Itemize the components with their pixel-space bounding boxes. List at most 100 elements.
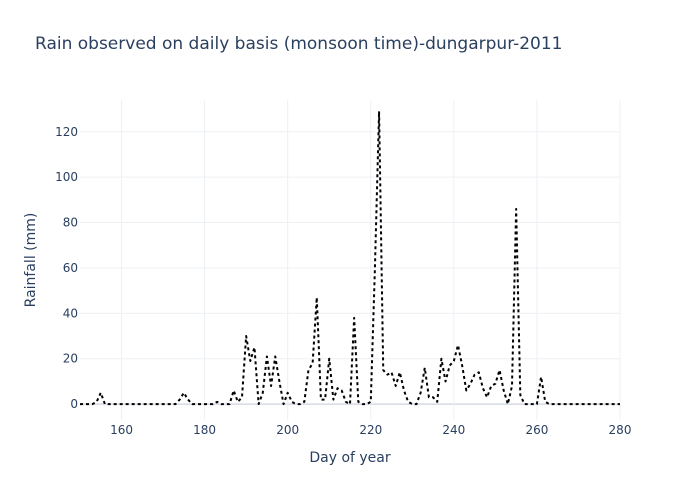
y-tick-label: 20	[63, 352, 78, 366]
data-point	[519, 394, 521, 396]
data-point	[403, 389, 405, 391]
data-point	[216, 401, 218, 403]
data-point	[370, 401, 372, 403]
data-point	[303, 401, 305, 403]
data-point	[540, 376, 542, 378]
data-point	[436, 401, 438, 403]
data-point	[615, 403, 617, 405]
data-point	[170, 403, 172, 405]
data-point	[515, 208, 517, 210]
data-point	[154, 403, 156, 405]
data-point	[573, 403, 575, 405]
data-point	[220, 403, 222, 405]
data-point	[365, 403, 367, 405]
data-point	[502, 389, 504, 391]
data-point	[195, 403, 197, 405]
data-point	[581, 403, 583, 405]
data-point	[411, 403, 413, 405]
data-point	[432, 396, 434, 398]
data-point	[249, 360, 251, 362]
x-axis-title: Day of year	[309, 450, 391, 466]
data-point	[565, 403, 567, 405]
data-point	[129, 403, 131, 405]
data-point	[307, 369, 309, 371]
data-point	[83, 403, 85, 405]
data-point	[606, 403, 608, 405]
data-point	[486, 396, 488, 398]
data-point	[199, 403, 201, 405]
data-point	[133, 403, 135, 405]
data-point	[473, 373, 475, 375]
data-point	[328, 358, 330, 360]
y-tick-label: 40	[63, 306, 78, 320]
data-point	[552, 403, 554, 405]
data-point	[556, 403, 558, 405]
data-point	[162, 403, 164, 405]
data-point	[494, 382, 496, 384]
x-tick-label: 200	[276, 423, 299, 437]
data-point	[419, 392, 421, 394]
data-point	[187, 398, 189, 400]
data-point	[457, 344, 459, 346]
data-point	[158, 403, 160, 405]
data-point	[461, 364, 463, 366]
data-point	[124, 403, 126, 405]
data-point	[112, 403, 114, 405]
data-point	[95, 401, 97, 403]
data-point	[87, 403, 89, 405]
data-point	[577, 403, 579, 405]
data-point	[490, 385, 492, 387]
data-point	[386, 373, 388, 375]
data-point	[228, 403, 230, 405]
data-point	[274, 355, 276, 357]
point-layer	[79, 110, 621, 405]
y-tick-label: 100	[55, 170, 78, 184]
data-point	[424, 367, 426, 369]
data-point	[536, 403, 538, 405]
data-point	[407, 401, 409, 403]
data-point	[137, 403, 139, 405]
data-point	[316, 296, 318, 298]
data-point	[212, 403, 214, 405]
data-point	[357, 401, 359, 403]
data-point	[278, 380, 280, 382]
data-point	[149, 403, 151, 405]
data-point	[523, 403, 525, 405]
data-point	[440, 358, 442, 360]
rainfall-series-line	[80, 110, 620, 406]
data-point	[361, 403, 363, 405]
y-tick-label: 60	[63, 261, 78, 275]
data-point	[166, 403, 168, 405]
data-point	[232, 389, 234, 391]
data-point	[178, 398, 180, 400]
data-point	[245, 335, 247, 337]
data-point	[266, 355, 268, 357]
data-point	[332, 398, 334, 400]
data-point	[602, 403, 604, 405]
data-point	[374, 267, 376, 269]
data-point	[191, 403, 193, 405]
data-point	[108, 403, 110, 405]
data-point	[295, 403, 297, 405]
chart-title: Rain observed on daily basis (monsoon ti…	[35, 34, 563, 54]
y-tick-label: 120	[55, 125, 78, 139]
data-point	[79, 403, 81, 405]
x-tick-label: 220	[359, 423, 382, 437]
data-point	[224, 403, 226, 405]
data-point	[428, 396, 430, 398]
x-tick-label: 260	[525, 423, 548, 437]
data-point	[174, 403, 176, 405]
data-point	[399, 371, 401, 373]
data-point	[448, 364, 450, 366]
data-point	[104, 403, 106, 405]
x-tick-label: 240	[442, 423, 465, 437]
data-point	[208, 403, 210, 405]
data-point	[610, 403, 612, 405]
data-point	[353, 317, 355, 319]
data-point	[345, 401, 347, 403]
data-point	[482, 387, 484, 389]
data-point	[382, 369, 384, 371]
data-point	[444, 380, 446, 382]
data-point	[311, 362, 313, 364]
data-point	[527, 403, 529, 405]
